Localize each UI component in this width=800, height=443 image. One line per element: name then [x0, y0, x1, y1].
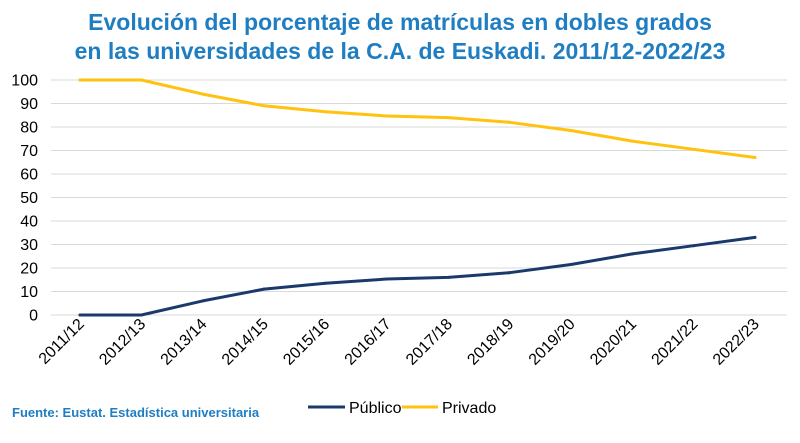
y-tick-label-60: 60 — [20, 167, 38, 184]
x-tick-label-2011-12: 2011/12 — [36, 316, 88, 368]
y-axis-tick-labels: 0 10 20 30 40 50 60 70 80 90 100 — [11, 73, 38, 325]
y-tick-label-0: 0 — [29, 308, 38, 325]
y-tick-label-20: 20 — [20, 261, 38, 278]
data-point-publico-2020-21 — [630, 252, 634, 256]
data-point-privado-2022-23 — [753, 156, 757, 159]
y-tick-label-10: 10 — [20, 284, 38, 301]
data-point-publico-2018-19 — [508, 271, 511, 275]
data-point-publico-2017-18 — [446, 275, 450, 279]
source-note: Fuente: Eustat. Estadística universitari… — [12, 405, 260, 420]
data-point-privado-2021-22 — [692, 147, 696, 151]
x-tick-label-2021-22: 2021/22 — [649, 316, 702, 369]
series-line-publico — [78, 235, 757, 317]
data-point-privado-2015-16 — [324, 110, 327, 114]
y-tick-label-80: 80 — [20, 120, 38, 137]
y-tick-label-30: 30 — [20, 237, 38, 254]
chart-title-line-1: Evolución del porcentaje de matrículas e… — [88, 9, 712, 35]
y-tick-label-90: 90 — [20, 96, 38, 113]
data-point-publico-2015-16 — [324, 281, 327, 285]
data-point-privado-2012-13 — [139, 78, 143, 82]
data-point-privado-2013-14 — [201, 92, 205, 96]
legend-label-publico: Público — [349, 400, 402, 417]
data-point-privado-2014-15 — [262, 104, 266, 108]
y-tick-label-40: 40 — [20, 214, 38, 231]
x-tick-label-2017-18: 2017/18 — [403, 316, 456, 369]
data-point-privado-2017-18 — [446, 116, 450, 120]
series-line-privado — [78, 78, 757, 159]
chart-title-line-2: en las universidades de la C.A. de Euska… — [75, 38, 726, 64]
data-point-publico-2012-13 — [139, 313, 143, 317]
data-point-publico-2014-15 — [262, 287, 266, 291]
data-point-publico-2016-17 — [385, 277, 389, 281]
x-tick-label-2014-15: 2014/15 — [219, 316, 272, 369]
gridlines — [51, 79, 787, 316]
data-point-privado-2016-17 — [385, 114, 389, 118]
data-point-privado-2019-20 — [569, 129, 573, 132]
x-tick-label-2020-21: 2020/21 — [587, 316, 640, 369]
x-axis-tick-labels: 2011/12 2012/13 2013/14 2014/15 2015/16 2016/… — [36, 316, 763, 369]
y-tick-label-50: 50 — [20, 190, 38, 207]
x-tick-label-2015-16: 2015/16 — [280, 316, 333, 369]
legend-label-privado: Privado — [442, 400, 496, 417]
x-tick-label-2016-17: 2016/17 — [342, 316, 395, 369]
x-tick-label-2022-23: 2022/23 — [710, 316, 763, 369]
series-lines — [78, 78, 757, 317]
x-tick-label-2013-14: 2013/14 — [158, 316, 211, 369]
data-point-privado-2020-21 — [630, 139, 634, 143]
x-tick-label-2018-19: 2018/19 — [464, 316, 517, 369]
data-point-publico-2022-23 — [753, 235, 757, 239]
data-point-publico-2019-20 — [569, 263, 573, 266]
data-point-publico-2011-12 — [78, 313, 82, 317]
data-point-publico-2021-22 — [692, 244, 696, 248]
legend: Público Privado — [308, 400, 496, 417]
y-tick-label-100: 100 — [11, 73, 38, 90]
y-tick-label-70: 70 — [20, 143, 38, 160]
x-tick-label-2012-13: 2012/13 — [96, 316, 149, 369]
data-point-publico-2013-14 — [201, 299, 205, 303]
data-point-privado-2011-12 — [78, 78, 82, 82]
data-point-privado-2018-19 — [508, 120, 511, 124]
x-tick-label-2019-20: 2019/20 — [526, 316, 579, 369]
